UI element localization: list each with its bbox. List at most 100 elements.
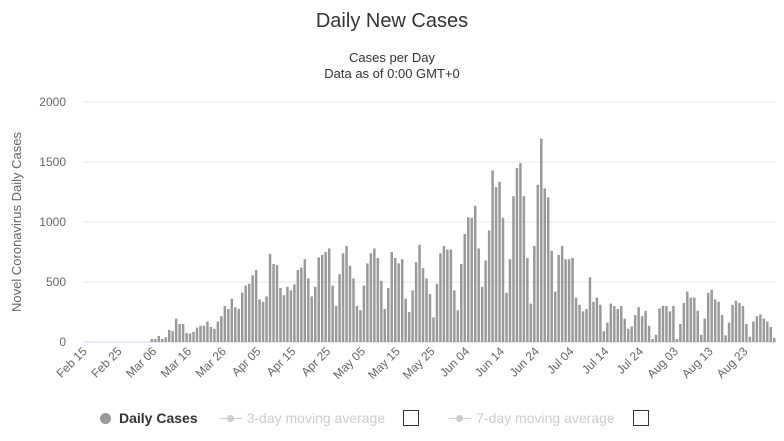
bar: [745, 324, 748, 342]
bar: [293, 284, 296, 342]
bar: [668, 311, 672, 342]
bar: [665, 306, 668, 342]
bar: [435, 283, 439, 342]
bar: [171, 331, 174, 342]
bar: [202, 325, 206, 342]
bar: [515, 168, 519, 342]
bar: [741, 306, 745, 342]
bar: [272, 264, 275, 342]
bar: [522, 196, 526, 342]
bar: [470, 217, 473, 342]
bar: [407, 312, 411, 342]
bar: [505, 292, 508, 342]
legend-3day-average[interactable]: 3-day moving average: [219, 410, 385, 426]
7day-average-checkbox[interactable]: [632, 410, 649, 426]
x-tick-label: Aug 13: [679, 344, 716, 381]
bar: [414, 262, 418, 342]
bar: [637, 307, 640, 342]
bar: [154, 339, 157, 342]
bar: [397, 263, 400, 342]
x-tick-label: Jun 04: [437, 344, 473, 380]
bar: [300, 267, 303, 342]
bar: [560, 246, 564, 342]
bar: [199, 325, 202, 342]
x-tick-label: Jul 24: [614, 344, 647, 377]
x-tick-label: Aug 03: [644, 344, 681, 381]
legend-label: 7-day moving average: [476, 410, 615, 426]
3day-average-checkbox[interactable]: [403, 410, 420, 426]
bar: [467, 217, 470, 342]
bar: [258, 299, 261, 342]
bar: [519, 163, 522, 342]
bar: [633, 315, 637, 342]
bar: [446, 249, 449, 342]
bar: [661, 306, 665, 342]
bar: [720, 315, 724, 342]
x-tick-label: Apr 05: [229, 344, 264, 379]
x-tick-label: May 15: [365, 344, 403, 382]
bar: [220, 316, 223, 342]
bar: [703, 318, 706, 342]
x-tick-label: Jul 14: [579, 344, 612, 377]
bar: [307, 278, 310, 342]
bar: [710, 289, 713, 342]
bar: [769, 327, 773, 342]
bar: [581, 311, 585, 342]
bar: [713, 299, 717, 342]
bar: [487, 230, 491, 342]
bar: [564, 259, 567, 342]
x-tick-label: Feb 15: [54, 344, 91, 381]
bar: [157, 336, 161, 342]
bar: [724, 335, 727, 342]
legend: Daily Cases 3-day moving average 7-day m…: [100, 410, 679, 426]
bar: [536, 184, 540, 342]
x-tick-label: Feb 25: [88, 344, 125, 381]
bar: [456, 310, 460, 342]
bar: [279, 288, 282, 342]
bar: [265, 296, 268, 342]
bar: [355, 306, 359, 342]
bar: [348, 265, 352, 342]
bar: [286, 286, 289, 342]
bar: [762, 318, 766, 342]
bar: [546, 197, 550, 342]
x-tick-label: May 25: [400, 344, 438, 382]
y-tick-label: 2000: [39, 95, 66, 109]
bar: [533, 246, 536, 342]
legend-7day-average[interactable]: 7-day moving average: [449, 410, 615, 426]
bar: [595, 297, 599, 342]
bar: [734, 300, 738, 342]
bar: [553, 291, 557, 342]
bar: [689, 297, 693, 342]
bar: [213, 328, 216, 342]
y-tick-label: 1000: [39, 215, 66, 229]
bar: [161, 339, 164, 342]
bar: [223, 306, 227, 342]
bar: [623, 318, 626, 342]
x-tick-label: Jun 24: [507, 344, 543, 380]
bar: [540, 138, 543, 342]
bar: [150, 339, 154, 342]
bar: [613, 306, 616, 342]
bar: [188, 333, 192, 342]
bar: [755, 316, 759, 342]
bar: [362, 285, 366, 342]
bar: [498, 181, 501, 342]
bar: [387, 288, 390, 342]
bar: [390, 252, 393, 342]
bar: [630, 326, 633, 342]
bar: [696, 310, 699, 342]
x-tick-label: Aug 23: [714, 344, 751, 381]
bar: [752, 321, 755, 342]
bar: [675, 339, 679, 342]
x-tick-label: Mar 26: [193, 344, 230, 381]
legend-daily-cases[interactable]: Daily Cases: [100, 410, 198, 426]
x-tick-label: Jun 14: [472, 344, 508, 380]
bar: [672, 306, 675, 342]
bar: [439, 253, 442, 342]
bar: [588, 277, 592, 342]
bar: [706, 292, 710, 342]
bar: [289, 290, 293, 342]
bar: [606, 322, 609, 342]
